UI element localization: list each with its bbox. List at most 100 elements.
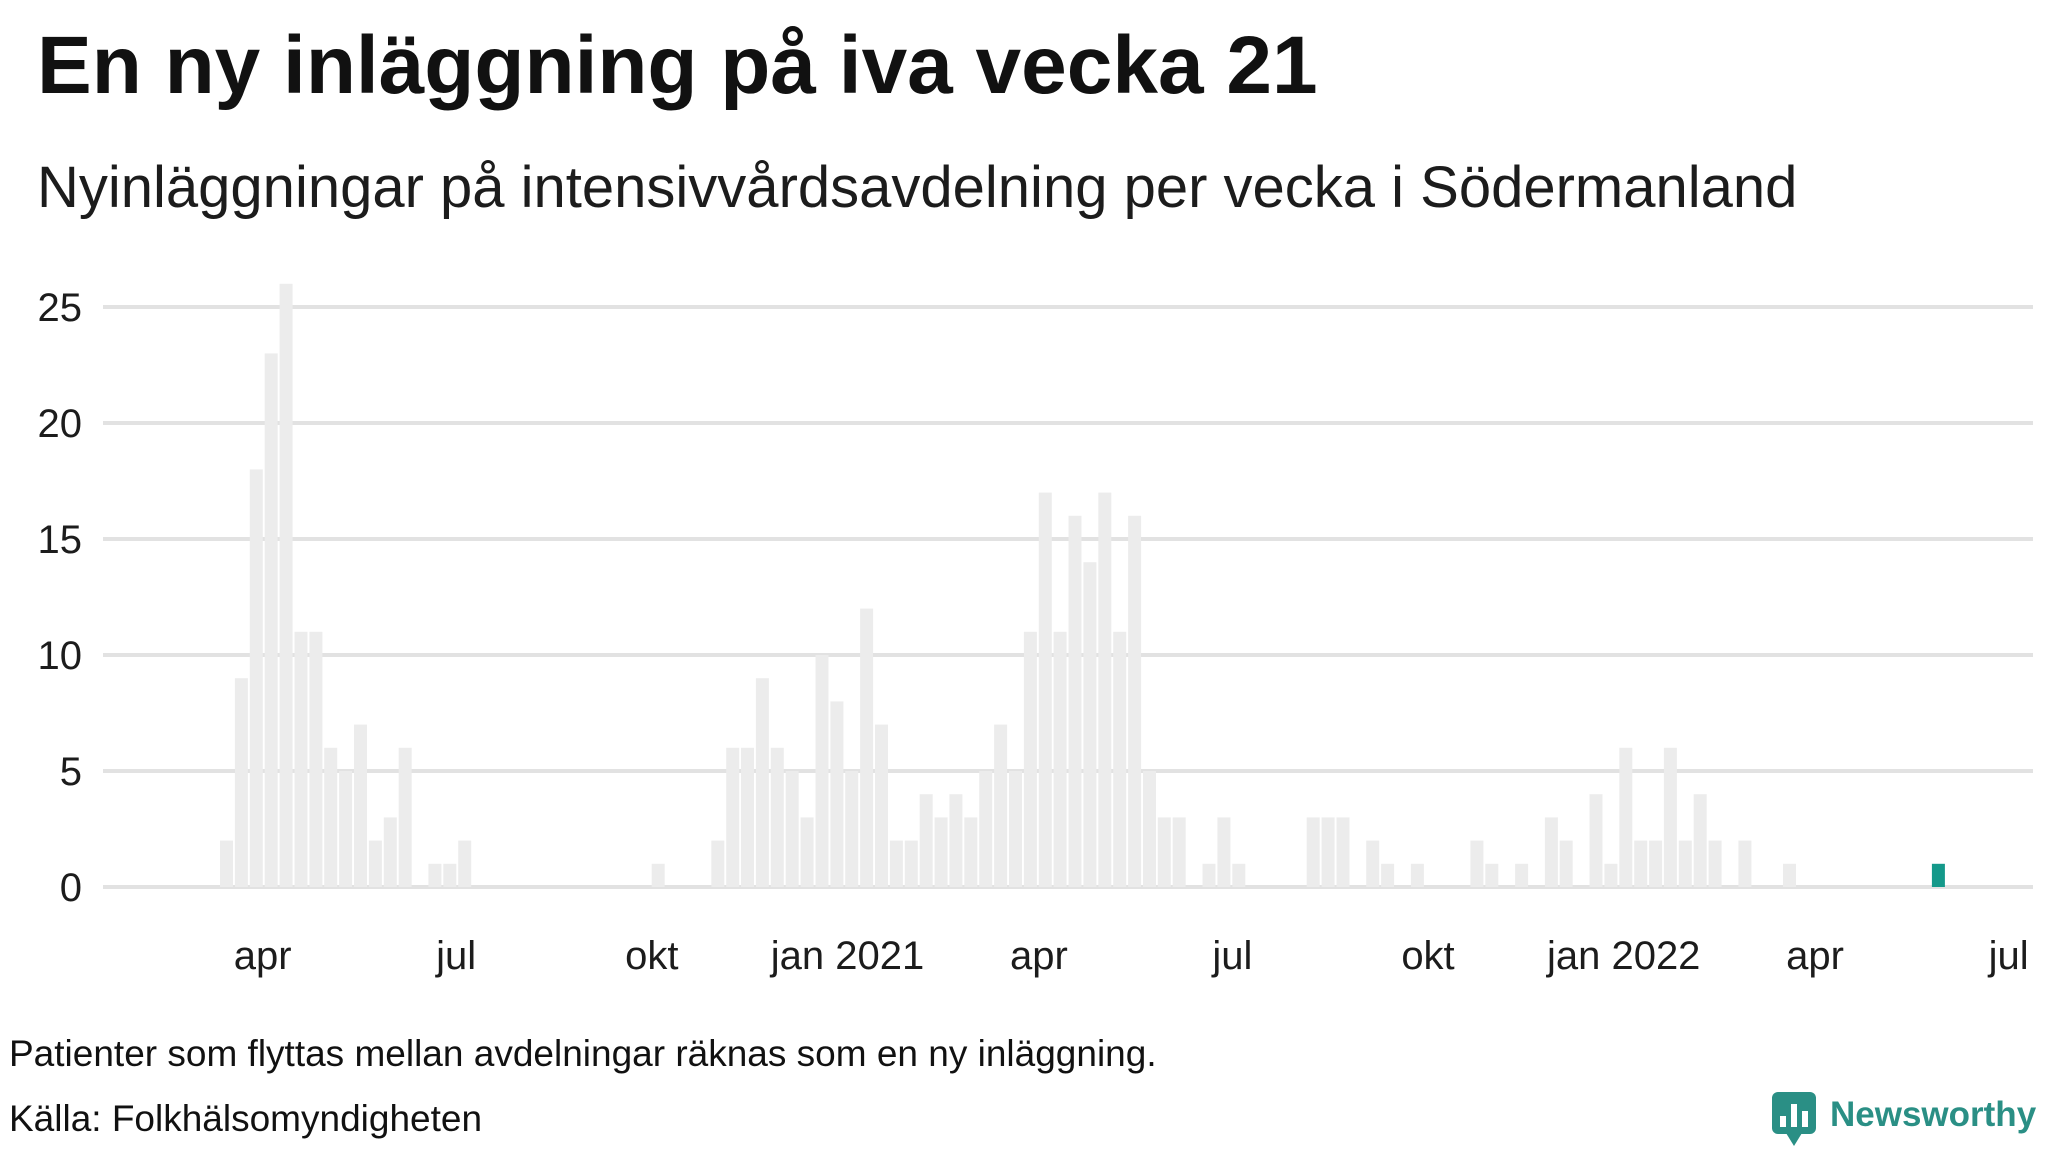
bar xyxy=(904,840,918,887)
bar xyxy=(1157,817,1171,887)
bar xyxy=(443,863,457,887)
bar xyxy=(1381,863,1395,887)
bar xyxy=(1708,840,1722,887)
y-axis-labels: 0 5 10 15 20 25 xyxy=(38,286,83,910)
bar xyxy=(815,655,829,887)
bar xyxy=(1306,817,1320,887)
bar xyxy=(234,678,248,887)
bar xyxy=(428,863,442,887)
bar xyxy=(1515,863,1529,887)
bar-series xyxy=(220,283,1945,887)
y-tick-label: 10 xyxy=(38,634,83,678)
y-tick-label: 25 xyxy=(38,286,83,330)
bar xyxy=(1649,840,1663,887)
bar xyxy=(368,840,382,887)
newsworthy-chart-icon xyxy=(1772,1092,1816,1146)
x-tick-label: jul xyxy=(435,934,476,978)
bar xyxy=(1321,817,1335,887)
bar xyxy=(1023,631,1037,887)
chart-title: En ny inläggning på iva vecka 21 xyxy=(37,20,1318,111)
bar xyxy=(1604,863,1618,887)
bar xyxy=(1678,840,1692,887)
bar xyxy=(994,724,1008,887)
bar xyxy=(1634,840,1648,887)
bar xyxy=(339,771,353,887)
bar xyxy=(249,469,263,887)
bar xyxy=(1559,840,1573,887)
bar xyxy=(651,863,665,887)
newsworthy-logo: Newsworthy xyxy=(1772,1092,2037,1146)
x-tick-label: jan 2021 xyxy=(770,934,924,978)
bar xyxy=(1410,863,1424,887)
bar xyxy=(1217,817,1231,887)
logo-icon-bar xyxy=(1780,1116,1786,1127)
bar xyxy=(1738,840,1752,887)
x-tick-label: jul xyxy=(1211,934,1252,978)
x-tick-label: okt xyxy=(1401,934,1454,978)
bar xyxy=(979,771,993,887)
bar xyxy=(934,817,948,887)
bar xyxy=(875,724,888,887)
y-tick-label: 5 xyxy=(60,750,82,794)
bar xyxy=(458,840,472,887)
bar xyxy=(1693,794,1707,887)
bar xyxy=(1128,515,1142,887)
bar xyxy=(1098,492,1112,887)
bar xyxy=(1113,631,1127,887)
bar xyxy=(1009,771,1022,887)
bar xyxy=(1038,492,1052,887)
y-gridlines xyxy=(103,305,2033,889)
x-tick-label: jul xyxy=(1988,934,2029,978)
chart-subtitle: Nyinläggningar på intensivvårdsavdelning… xyxy=(37,155,1797,220)
bar xyxy=(1544,817,1558,887)
bar xyxy=(964,817,978,887)
bar xyxy=(711,840,725,887)
logo-icon-pointer xyxy=(1786,1133,1802,1146)
bar xyxy=(1589,794,1603,887)
chart-source: Källa: Folkhälsomyndigheten xyxy=(9,1098,482,1139)
bar-highlighted xyxy=(1931,863,1945,887)
bar xyxy=(1783,863,1796,887)
x-tick-label: apr xyxy=(234,934,292,978)
bar xyxy=(220,840,233,887)
bar xyxy=(860,608,874,887)
bar xyxy=(1485,863,1499,887)
x-tick-label: okt xyxy=(625,934,678,978)
chart-note: Patienter som flyttas mellan avdelningar… xyxy=(9,1033,1157,1074)
bar xyxy=(726,747,740,887)
bar xyxy=(294,631,308,887)
brand-name: Newsworthy xyxy=(1830,1095,2037,1134)
bar xyxy=(741,747,754,887)
bar xyxy=(785,771,799,887)
bar xyxy=(309,631,323,887)
x-tick-label: jan 2022 xyxy=(1546,934,1700,978)
bar xyxy=(1083,562,1097,887)
bar xyxy=(1663,747,1677,887)
x-tick-label: apr xyxy=(1010,934,1068,978)
bar xyxy=(1143,771,1156,887)
bar xyxy=(1172,817,1186,887)
bar xyxy=(398,747,412,887)
bar xyxy=(1619,747,1633,887)
bar xyxy=(1053,631,1067,887)
bar xyxy=(770,747,784,887)
bar xyxy=(800,817,814,887)
bar xyxy=(830,701,844,887)
bar xyxy=(1366,840,1380,887)
x-tick-label: apr xyxy=(1786,934,1844,978)
bar xyxy=(279,283,293,887)
bar xyxy=(1068,515,1082,887)
bar xyxy=(919,794,933,887)
bar xyxy=(949,794,963,887)
y-tick-label: 20 xyxy=(38,402,83,446)
bar xyxy=(324,747,338,887)
bar xyxy=(889,840,903,887)
bar xyxy=(845,771,859,887)
bar xyxy=(755,678,769,887)
bar xyxy=(354,724,367,887)
y-tick-label: 0 xyxy=(60,866,82,910)
bar xyxy=(383,817,397,887)
y-tick-label: 15 xyxy=(38,518,83,562)
bar xyxy=(1336,817,1350,887)
